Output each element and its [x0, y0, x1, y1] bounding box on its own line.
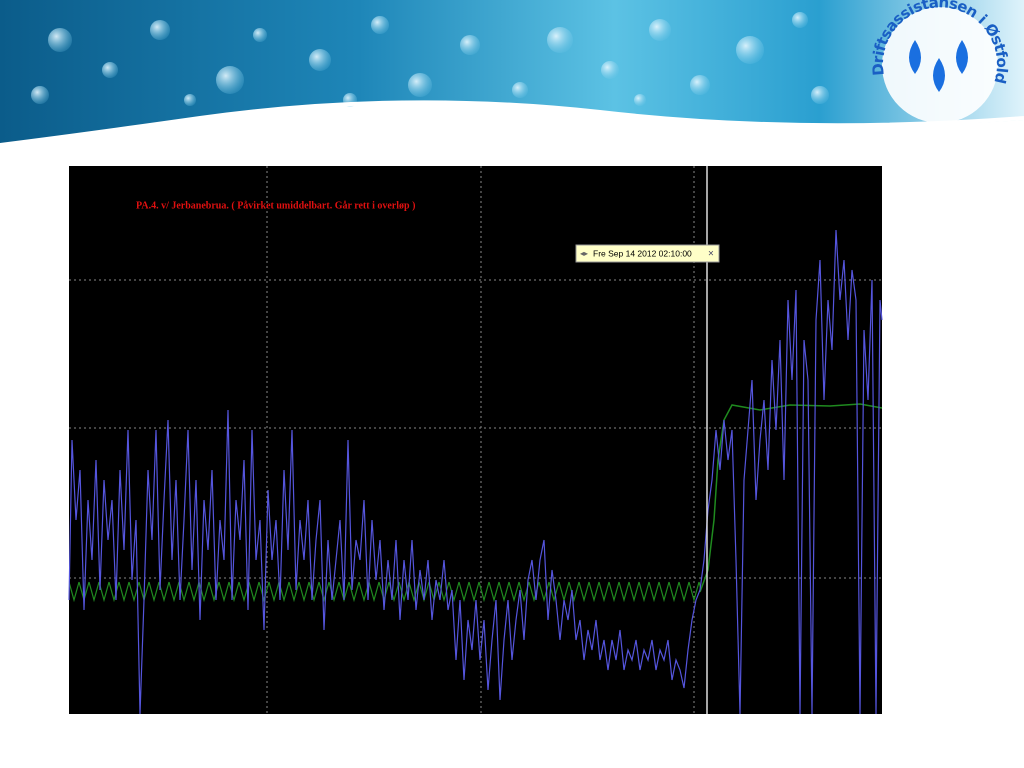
logo: Driftsassistansen i Østfold: [868, 0, 1012, 123]
chart-title: PA.4. v/ Jerbanebrua. ( Påvirket umiddel…: [136, 200, 415, 211]
chart-screenshot: PA.4. v/ Jerbanebrua. ( Påvirket umiddel…: [68, 166, 883, 715]
tooltip-close[interactable]: ×: [708, 249, 714, 260]
tooltip-text: Fre Sep 14 2012 02:10:00: [593, 248, 692, 258]
blue-trace: [68, 229, 883, 715]
tooltip: ◂▸ Fre Sep 14 2012 02:10:00 ×: [575, 244, 720, 263]
green-trace: [699, 403, 883, 593]
tooltip-arrows: ◂▸: [580, 249, 588, 258]
banner: [0, 0, 1024, 147]
